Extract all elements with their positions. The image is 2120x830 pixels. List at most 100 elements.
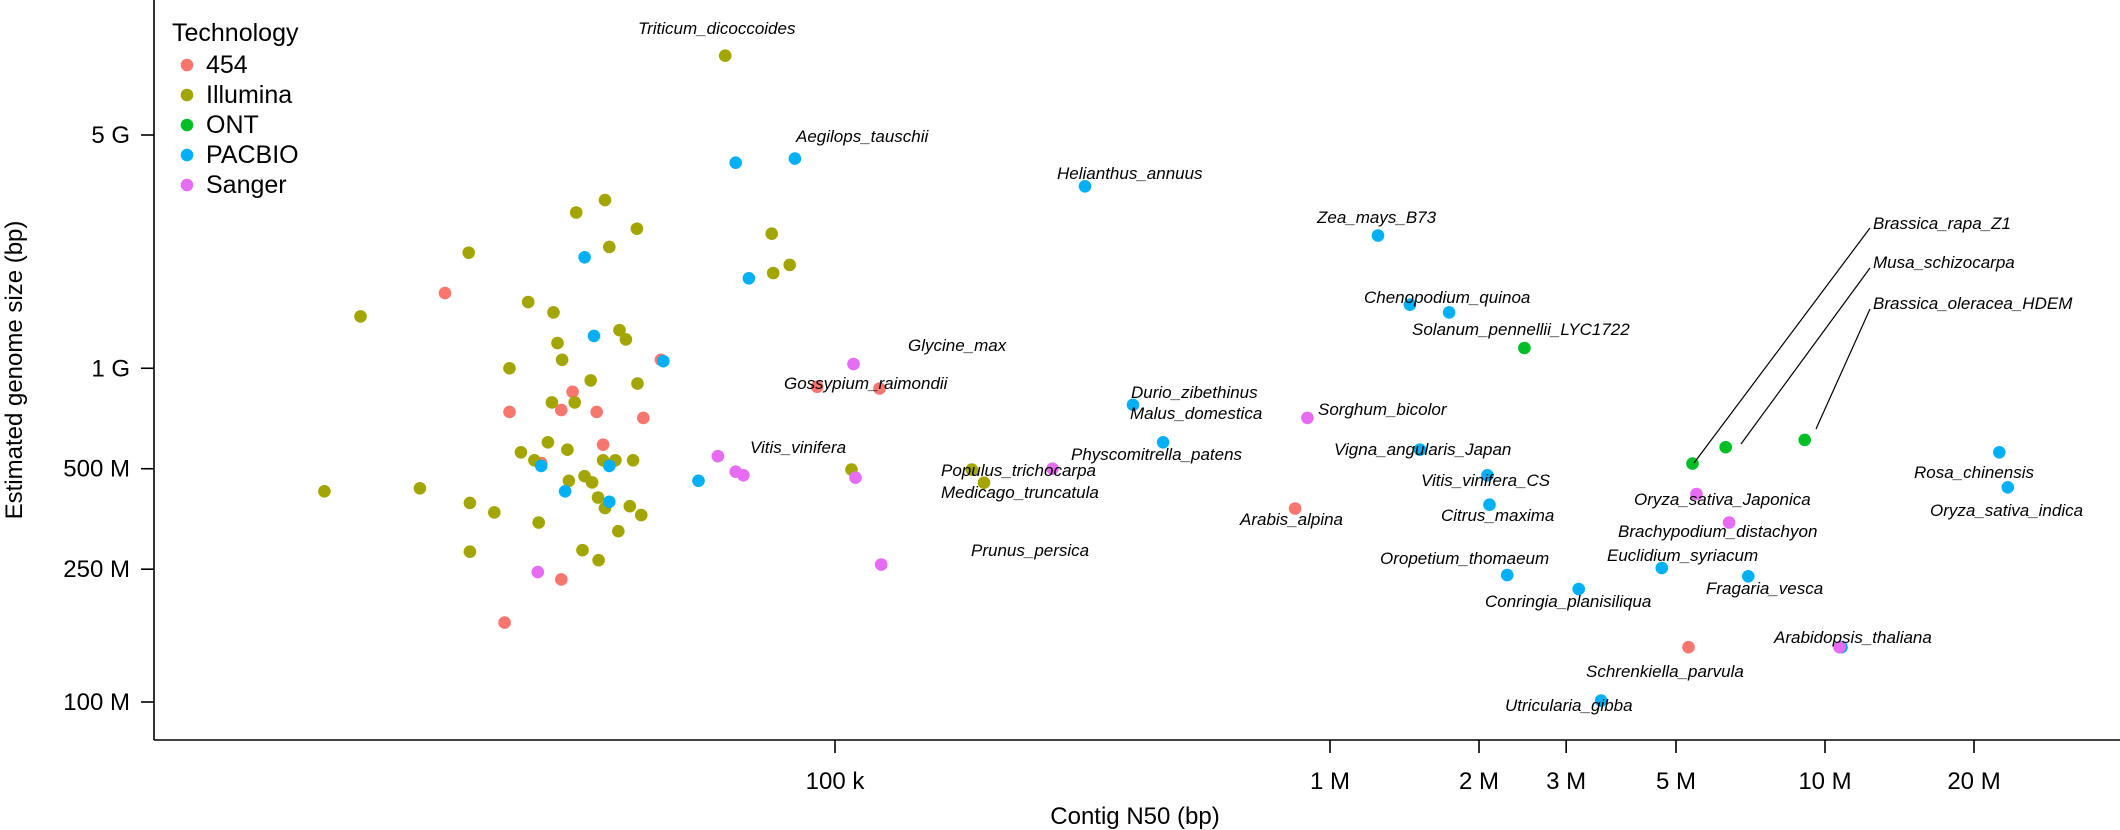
point-454 xyxy=(498,616,511,629)
point-sanger xyxy=(1722,516,1736,529)
point-pacbio xyxy=(534,459,548,473)
point-454 xyxy=(438,286,452,300)
label-rosa-chinensis: Rosa_chinensis xyxy=(1914,463,2035,482)
point-illumina xyxy=(568,396,581,409)
x-tick-label: 2 M xyxy=(1459,768,1499,795)
point-pacbio xyxy=(1126,398,1140,412)
point-sanger xyxy=(874,558,888,571)
x-tick-label: 3 M xyxy=(1546,768,1586,795)
label-fragaria-vesca: Fragaria_vesca xyxy=(1706,579,1823,598)
point-illumina xyxy=(576,543,589,557)
point-sanger xyxy=(1690,487,1703,501)
point-illumina xyxy=(623,499,637,513)
point-sanger xyxy=(847,357,860,371)
point-illumina xyxy=(354,310,367,323)
point-illumina xyxy=(569,206,583,219)
point-illumina xyxy=(718,49,732,62)
point-illumina xyxy=(488,506,501,519)
label-gossypium-raimondii: Gossypium_raimondii xyxy=(784,374,949,393)
point-pacbio xyxy=(603,495,616,509)
point-illumina xyxy=(630,222,644,235)
point-pacbio xyxy=(1403,298,1417,312)
label-helianthus-annuus: Helianthus_annuus xyxy=(1057,164,1203,183)
label-oryza-sativa-japonica: Oryza_sativa_Japonica xyxy=(1634,490,1811,509)
legend-label-pacbio: PACBIO xyxy=(206,141,299,169)
point-ont xyxy=(1798,433,1811,447)
leader-line-brassica-oleracea xyxy=(1815,308,1871,430)
label-oropetium-thomaeum: Oropetium_thomaeum xyxy=(1380,549,1549,568)
point-illumina xyxy=(592,553,605,567)
point-454 xyxy=(1288,502,1302,515)
label-aegilops-tauschii: Aegilops_tauschii xyxy=(795,127,930,146)
point-pacbio xyxy=(729,156,742,169)
point-pacbio xyxy=(692,474,705,488)
point-pacbio xyxy=(1442,306,1456,319)
point-454 xyxy=(596,438,610,452)
point-454 xyxy=(590,405,603,419)
label-triticum-dicoccoides: Triticum_dicoccoides xyxy=(638,19,796,38)
point-illumina xyxy=(413,482,427,495)
point-sanger xyxy=(1833,640,1846,654)
point-pacbio xyxy=(1156,436,1170,449)
x-tick-label: 20 M xyxy=(1947,768,2000,795)
point-pacbio xyxy=(657,354,670,368)
legend-marker-454 xyxy=(180,58,194,72)
point-illumina xyxy=(626,454,640,467)
point-illumina xyxy=(463,545,477,558)
point-sanger xyxy=(1301,411,1314,425)
point-pacbio xyxy=(1594,694,1608,707)
point-454 xyxy=(810,380,824,394)
point-illumina xyxy=(561,443,574,457)
legend-label-454: 454 xyxy=(206,51,248,79)
y-tick-label: 500 M xyxy=(63,456,130,483)
point-illumina xyxy=(545,396,559,409)
label-brassica-oleracea-hdem: Brassica_oleracea_HDEM xyxy=(1873,294,2073,313)
legend-marker-pacbio xyxy=(180,148,194,162)
legend-label-sanger: Sanger xyxy=(206,171,287,199)
label-schrenkiella-parvula: Schrenkiella_parvula xyxy=(1586,662,1744,681)
x-tick-label: 10 M xyxy=(1798,768,1851,795)
x-tick-label: 100 k xyxy=(806,768,866,795)
point-sanger xyxy=(849,471,862,485)
point-pacbio xyxy=(603,459,616,473)
y-tick-label: 1 G xyxy=(91,355,130,382)
point-illumina xyxy=(463,496,477,510)
legend-title: Technology xyxy=(172,19,299,47)
label-brachypodium-distachyon: Brachypodium_distachyon xyxy=(1618,522,1817,541)
point-454 xyxy=(555,403,568,417)
label-medicago-truncatula: Medicago_truncatula xyxy=(941,483,1099,502)
legend-label-ont: ONT xyxy=(206,111,259,139)
point-illumina xyxy=(603,240,616,254)
label-physcomitrella-patens: Physcomitrella_patens xyxy=(1071,445,1243,464)
legend-marker-ont xyxy=(180,118,194,132)
point-sanger xyxy=(1046,462,1059,476)
leader-line-musa-schizocarpa xyxy=(1740,267,1871,445)
point-illumina xyxy=(521,295,535,309)
label-sorghum-bicolor: Sorghum_bicolor xyxy=(1318,400,1448,419)
label-durio-zibethinus: Durio_zibethinus xyxy=(1131,383,1258,402)
point-illumina xyxy=(612,524,625,538)
point-illumina xyxy=(584,374,597,387)
y-tick-label: 100 M xyxy=(63,689,130,716)
point-illumina xyxy=(783,258,796,272)
point-illumina xyxy=(318,485,331,498)
legend-label-illumina: Illumina xyxy=(206,81,292,109)
label-conringia-planisiliqua: Conringia_planisiliqua xyxy=(1485,592,1651,611)
point-pacbio xyxy=(558,485,572,498)
point-illumina xyxy=(765,227,778,240)
y-tick-label: 5 G xyxy=(91,122,130,149)
label-arabidopsis-thaliana: Arabidopsis_thaliana xyxy=(1773,628,1932,647)
point-pacbio xyxy=(1483,498,1496,512)
label-populus-trichocarpa: Populus_trichocarpa xyxy=(941,461,1096,480)
point-sanger xyxy=(711,449,725,463)
label-citrus-maxima: Citrus_maxima xyxy=(1441,506,1554,525)
point-pacbio xyxy=(2001,481,2015,494)
label-oryza-sativa-indica: Oryza_sativa_indica xyxy=(1930,501,2083,520)
point-illumina xyxy=(532,516,545,529)
point-pacbio xyxy=(578,250,591,264)
point-illumina xyxy=(551,336,564,350)
point-illumina xyxy=(613,323,626,337)
point-pacbio xyxy=(1078,180,1092,193)
